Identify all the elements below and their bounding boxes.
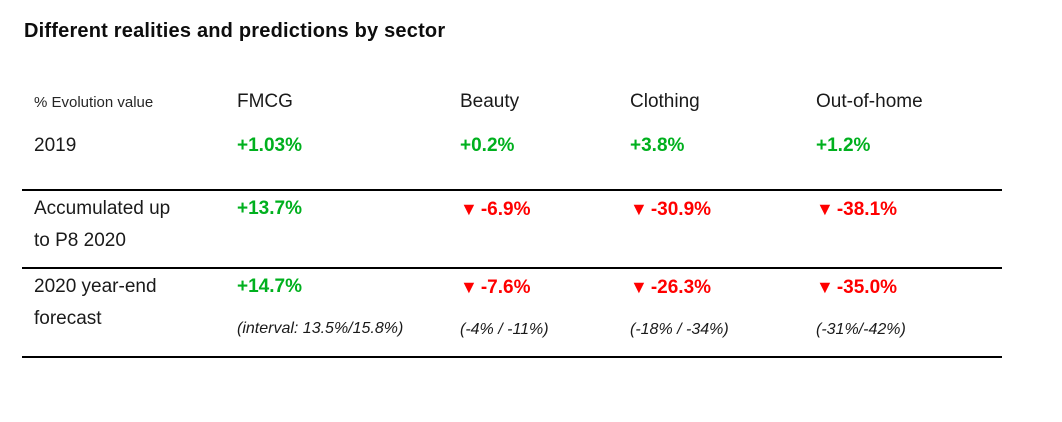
value-negative: ▼ -30.9% (630, 199, 711, 220)
value-positive: +14.7% (237, 276, 302, 297)
down-triangle-icon: ▼ (460, 277, 478, 297)
table-row-2020-forecast: 2020 year-end forecast +14.7% (interval:… (22, 267, 1002, 358)
value-negative: ▼ -38.1% (816, 199, 897, 220)
value-text: -7.6% (480, 277, 531, 298)
value-cell: ▼ -35.0% (-31%/-42%) (816, 271, 1002, 356)
value-negative: ▼ -7.6% (460, 277, 530, 298)
value-negative: ▼ -26.3% (630, 277, 711, 298)
value-positive: +13.7% (237, 198, 302, 219)
sector-evolution-table: % Evolution value FMCG Beauty Clothing O… (22, 86, 1002, 358)
down-triangle-icon: ▼ (630, 199, 648, 219)
column-header-fmcg: FMCG (237, 91, 293, 112)
down-triangle-icon: ▼ (460, 199, 478, 219)
value-text: -35.0% (836, 277, 898, 298)
down-triangle-icon: ▼ (630, 277, 648, 297)
page-title: Different realities and predictions by s… (24, 20, 446, 42)
row-label-accumulated: Accumulated up to P8 2020 (34, 198, 171, 251)
value-text: -26.3% (650, 277, 712, 298)
value-positive: +0.2% (460, 135, 515, 156)
value-cell: +13.7% (237, 193, 460, 267)
value-positive: +1.03% (237, 135, 302, 156)
table-row-accumulated-p8-2020: Accumulated up to P8 2020 +13.7% ▼ -6.9% … (22, 189, 1002, 267)
value-cell: +1.03% (237, 130, 460, 189)
value-text: -30.9% (650, 199, 712, 220)
row-label-2019: 2019 (34, 135, 77, 156)
value-cell: ▼ -7.6% (-4% / -11%) (460, 271, 630, 356)
column-header-out-of-home: Out-of-home (816, 91, 923, 112)
forecast-interval: (interval: 13.5%/15.8%) (237, 320, 404, 337)
value-cell: +0.2% (460, 130, 630, 189)
down-triangle-icon: ▼ (816, 199, 834, 219)
value-cell: ▼ -26.3% (-18% / -34%) (630, 271, 816, 356)
value-cell: ▼ -6.9% (460, 193, 630, 267)
value-cell: +1.2% (816, 130, 1002, 189)
value-cell: ▼ -30.9% (630, 193, 816, 267)
forecast-interval: (-18% / -34%) (630, 321, 729, 338)
column-header-beauty: Beauty (460, 91, 520, 112)
forecast-interval: (-31%/-42%) (816, 321, 906, 338)
value-text: -38.1% (836, 199, 898, 220)
value-cell: ▼ -38.1% (816, 193, 1002, 267)
down-triangle-icon: ▼ (816, 277, 834, 297)
value-positive: +3.8% (630, 135, 685, 156)
table-header-row: % Evolution value FMCG Beauty Clothing O… (22, 86, 1002, 130)
corner-label: % Evolution value (34, 94, 154, 111)
value-positive: +1.2% (816, 135, 871, 156)
value-cell: +14.7% (interval: 13.5%/15.8%) (237, 271, 460, 356)
forecast-interval: (-4% / -11%) (460, 321, 549, 338)
table-row-2019: 2019 +1.03% +0.2% +3.8% +1.2% (22, 130, 1002, 189)
row-label-forecast: 2020 year-end forecast (34, 276, 157, 329)
column-header-clothing: Clothing (630, 91, 700, 112)
value-negative: ▼ -35.0% (816, 277, 897, 298)
value-text: -6.9% (480, 199, 531, 220)
value-cell: +3.8% (630, 130, 816, 189)
value-negative: ▼ -6.9% (460, 199, 530, 220)
